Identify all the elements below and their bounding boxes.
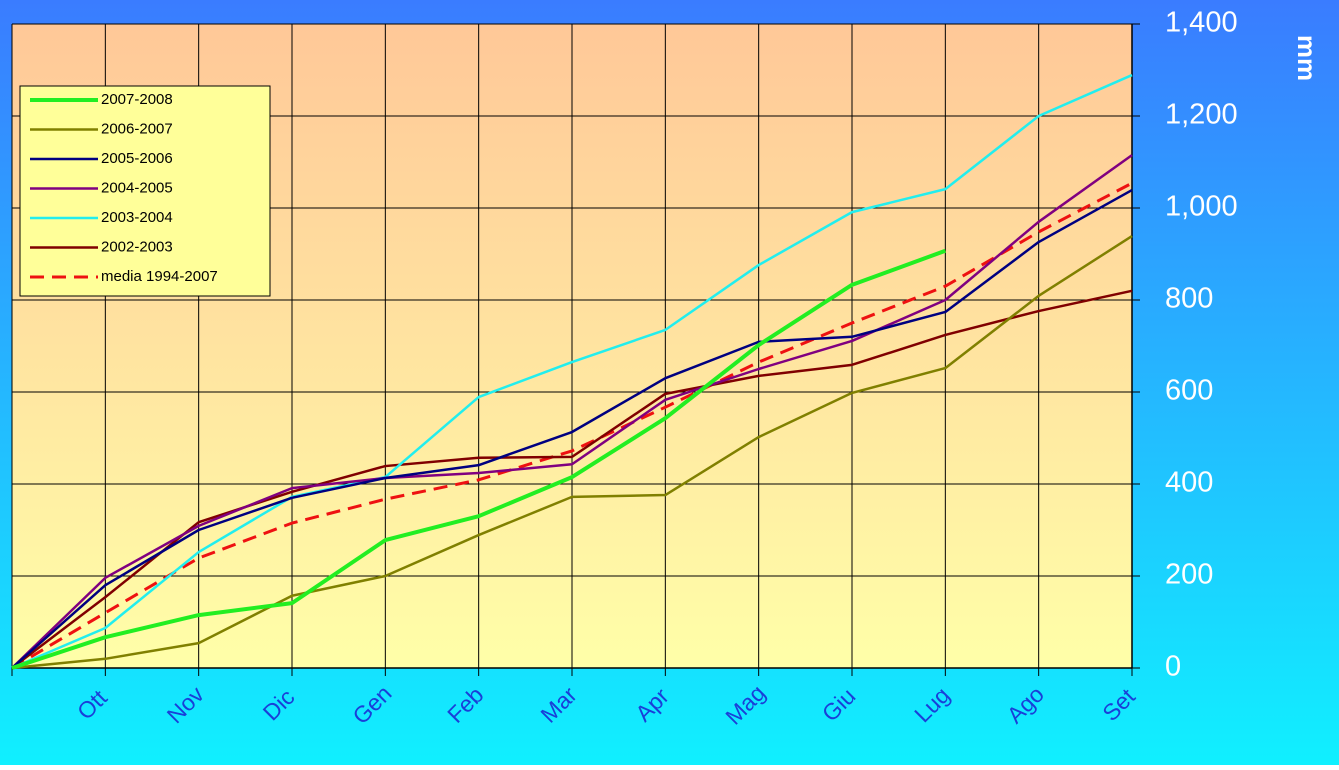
- y-tick-label: 1,200: [1165, 99, 1238, 131]
- series-line: [11, 154, 1133, 669]
- legend-label: 2002-2003: [101, 238, 173, 255]
- series-line: [11, 181, 1133, 670]
- legend-label: 2006-2007: [101, 120, 173, 137]
- legend: 2007-2008 2006-2007 2005-2006 2004-2005 2003…: [19, 85, 271, 297]
- y-tick-label: 1,400: [1165, 7, 1238, 39]
- series-line: [11, 235, 1133, 670]
- series-line: [11, 73, 1133, 670]
- lines: [11, 73, 1133, 670]
- series-line: [11, 188, 1133, 669]
- legend-label: 2005-2006: [101, 150, 173, 167]
- y-tick-label: 600: [1165, 375, 1213, 407]
- y-tick-label: 0: [1165, 651, 1181, 683]
- legend-label: 2003-2004: [101, 209, 173, 226]
- series-line: [11, 289, 1133, 669]
- legend-label: 2007-2008: [101, 91, 173, 108]
- y-tick-label: 400: [1165, 467, 1213, 499]
- legend-box: [19, 85, 271, 297]
- y-axis-label: mm: [1292, 35, 1322, 81]
- legend-label: 2004-2005: [101, 179, 173, 196]
- series-line: [11, 248, 947, 670]
- y-tick-label: 1,000: [1165, 191, 1238, 223]
- y-tick-label: 800: [1165, 283, 1213, 315]
- legend-label: media 1994-2007: [101, 268, 218, 285]
- y-tick-label: 200: [1165, 559, 1213, 591]
